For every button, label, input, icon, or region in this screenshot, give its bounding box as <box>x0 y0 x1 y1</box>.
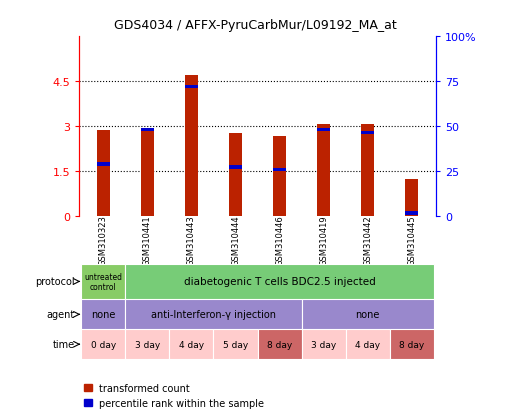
Text: diabetogenic T cells BDC2.5 injected: diabetogenic T cells BDC2.5 injected <box>183 277 375 287</box>
Bar <box>184 75 197 216</box>
Bar <box>301 300 433 330</box>
Text: 4 day: 4 day <box>354 340 380 349</box>
Bar <box>360 124 374 216</box>
Bar <box>257 330 301 359</box>
Bar <box>405 180 417 216</box>
Bar <box>301 330 345 359</box>
Bar <box>389 330 433 359</box>
Bar <box>360 131 374 135</box>
Text: untreated
control: untreated control <box>84 272 122 292</box>
Text: time: time <box>52 339 74 349</box>
Bar <box>405 212 417 216</box>
Legend: transformed count, percentile rank within the sample: transformed count, percentile rank withi… <box>84 383 264 408</box>
Text: GSM310444: GSM310444 <box>231 215 240 265</box>
Text: 3 day: 3 day <box>134 340 160 349</box>
Bar <box>125 300 301 330</box>
Bar <box>213 330 257 359</box>
Bar <box>229 166 242 170</box>
Bar <box>81 330 125 359</box>
Text: 8 day: 8 day <box>266 340 292 349</box>
Bar <box>125 264 433 300</box>
Bar <box>317 128 330 132</box>
Bar <box>345 330 389 359</box>
Bar <box>229 133 242 216</box>
Bar <box>272 168 286 172</box>
Bar <box>81 264 125 300</box>
Bar <box>140 130 154 216</box>
Bar <box>97 163 109 166</box>
Text: GSM310446: GSM310446 <box>274 215 284 265</box>
Bar <box>272 136 286 216</box>
Bar <box>184 85 197 89</box>
Text: GSM310443: GSM310443 <box>187 215 195 265</box>
Text: anti-Interferon-γ injection: anti-Interferon-γ injection <box>151 310 275 320</box>
Text: GSM310445: GSM310445 <box>407 215 415 265</box>
Text: GSM310442: GSM310442 <box>362 215 372 265</box>
Bar <box>317 125 330 216</box>
Text: 0 day: 0 day <box>91 340 116 349</box>
Bar <box>81 300 125 330</box>
Bar <box>97 131 109 216</box>
Text: agent: agent <box>46 310 74 320</box>
Text: GDS4034 / AFFX-PyruCarbMur/L09192_MA_at: GDS4034 / AFFX-PyruCarbMur/L09192_MA_at <box>114 19 395 31</box>
Text: 4 day: 4 day <box>179 340 204 349</box>
Bar <box>125 330 169 359</box>
Text: GSM310441: GSM310441 <box>143 215 152 265</box>
Text: none: none <box>355 310 379 320</box>
Bar <box>169 330 213 359</box>
Text: 5 day: 5 day <box>222 340 248 349</box>
Text: GSM310419: GSM310419 <box>319 215 327 265</box>
Bar <box>140 128 154 132</box>
Text: GSM310323: GSM310323 <box>99 215 107 266</box>
Text: protocol: protocol <box>35 277 74 287</box>
Text: none: none <box>91 310 115 320</box>
Text: 8 day: 8 day <box>399 340 423 349</box>
Text: 3 day: 3 day <box>310 340 335 349</box>
